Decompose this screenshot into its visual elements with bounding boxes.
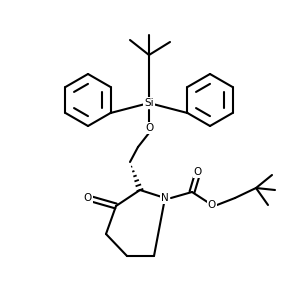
Text: Si: Si: [144, 98, 154, 108]
Text: O: O: [145, 123, 153, 133]
Text: O: O: [194, 167, 202, 177]
Text: O: O: [208, 200, 216, 210]
Text: O: O: [84, 193, 92, 203]
Text: N: N: [161, 193, 169, 203]
